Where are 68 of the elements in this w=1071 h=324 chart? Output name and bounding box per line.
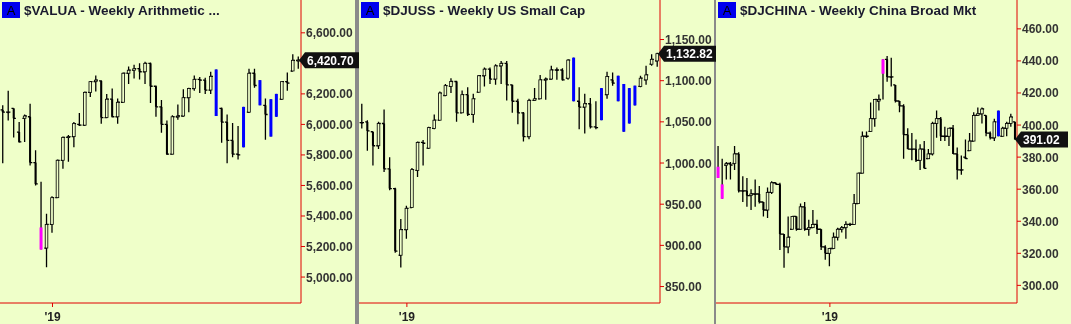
y-tick-label: 850.00 — [665, 280, 703, 295]
candlestick — [34, 149, 37, 187]
y-tick-label: 6,200.00 — [306, 87, 354, 102]
y-tick-label: 1,150.00 — [665, 33, 713, 48]
candlestick — [138, 62, 141, 81]
annotation: A — [365, 3, 375, 18]
candlestick — [873, 98, 877, 128]
candlestick — [566, 58, 570, 81]
y-tick-label: 360.00 — [1022, 182, 1060, 197]
candlestick — [798, 202, 803, 230]
chart-title: $DJCHINA - Weekly China Broad Mkt — [740, 3, 977, 18]
y-tick-label: 6,000.00 — [306, 117, 354, 132]
candlestick — [253, 68, 256, 89]
candlestick — [831, 231, 836, 250]
y-tick-label: 5,600.00 — [306, 178, 354, 193]
annotation: A — [6, 3, 16, 18]
y-tick-label: 380.00 — [1022, 150, 1060, 165]
candlestick — [12, 107, 15, 139]
y-tick-label: 1,050.00 — [665, 115, 713, 130]
candlestick — [522, 111, 525, 143]
candlestick — [844, 220, 848, 240]
candlestick — [589, 97, 592, 130]
candlestick — [918, 143, 922, 171]
candlestick — [209, 71, 213, 95]
y-tick-label: 400.00 — [1022, 118, 1060, 133]
y-tick-label: 1,100.00 — [665, 74, 713, 89]
y-tick-label: 5,200.00 — [306, 240, 354, 255]
candlestick — [505, 60, 508, 102]
y-tick-label: 440.00 — [1022, 54, 1060, 69]
chart-title: $DJUSS - Weekly US Small Cap — [383, 3, 586, 18]
candlestick — [909, 132, 915, 161]
candlestick — [388, 156, 391, 191]
text: 391.02 — [1023, 132, 1061, 147]
candlestick — [561, 67, 564, 82]
y-tick-label: 340.00 — [1022, 214, 1060, 229]
y-tick-label: 950.00 — [665, 197, 703, 212]
x-tick-label: '19 — [44, 309, 61, 324]
candlestick — [366, 119, 369, 152]
y-tick-label: 300.00 — [1022, 278, 1060, 293]
y-tick-label: 320.00 — [1022, 246, 1060, 261]
candlestick — [1000, 126, 1005, 137]
x-tick-label: '19 — [821, 309, 839, 324]
y-tick-label: 5,000.00 — [306, 270, 354, 285]
candlestick — [231, 122, 234, 158]
candlestick — [264, 97, 267, 141]
candlestick — [220, 106, 223, 144]
annotation: A — [722, 3, 732, 18]
candlestick — [720, 158, 724, 200]
y-tick-label: 900.00 — [665, 238, 703, 253]
y-tick-label: 5,800.00 — [306, 148, 354, 163]
candlestick — [716, 145, 720, 179]
candlestick — [881, 58, 885, 101]
candlestick — [149, 61, 152, 104]
y-tick-label: 6,600.00 — [306, 26, 354, 41]
candlestick — [466, 86, 469, 117]
y-tick-label: 460.00 — [1022, 22, 1060, 37]
text: 6,420.70 — [307, 53, 355, 68]
candlestick — [992, 117, 997, 142]
chart-title: $VALUA - Weekly Arithmetic ... — [24, 3, 220, 18]
y-tick-label: 5,400.00 — [306, 209, 354, 224]
candlestick — [511, 84, 514, 114]
y-tick-label: 1,000.00 — [665, 156, 713, 171]
candlestick — [160, 99, 163, 134]
text: 1,132.82 — [666, 47, 714, 62]
candlestick — [724, 161, 729, 181]
x-tick-label: '19 — [398, 309, 416, 324]
y-tick-label: 420.00 — [1022, 86, 1060, 101]
candlestick — [455, 80, 458, 123]
